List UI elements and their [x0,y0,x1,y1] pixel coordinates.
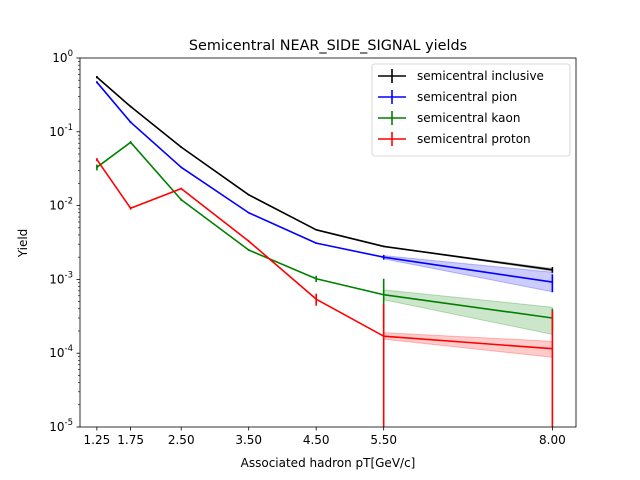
point-series-2-2 [180,198,183,201]
point-series-1-4 [315,242,317,244]
point-series-2-3 [247,249,250,251]
point-series-0-0 [96,76,98,78]
y-axis-label: Yield [16,229,30,259]
point-series-3-0 [96,158,98,161]
point-series-1-6 [551,281,554,283]
point-series-0-6 [551,268,554,271]
chart-title: Semicentral NEAR_SIDE_SIGNAL yields [189,38,467,54]
point-series-1-2 [180,166,183,169]
point-series-0-5 [382,245,385,248]
legend: semicentral inclusive semicentral pion sem… [371,63,571,157]
y-tick-label-5: 100 [52,49,73,65]
axes-frame [79,57,577,428]
point-series-2-1 [129,141,132,144]
x-tick-label-0: 1.25 [84,433,111,447]
x-tick-label-4: 4.50 [303,433,330,447]
point-series-1-1 [129,121,132,123]
y-tick-label-3: 10-2 [49,197,73,213]
point-series-3-2 [180,187,183,190]
point-series-0-1 [129,105,132,108]
point-series-2-4 [315,277,317,280]
point-series-2-5 [382,293,385,296]
point-series-3-3 [247,240,250,242]
legend-box [371,63,571,157]
point-series-0-2 [180,146,183,148]
point-series-0-3 [247,194,250,196]
x-tick-label-2: 2.50 [168,433,195,447]
point-series-0-4 [315,228,317,231]
legend-label-0: semicentral inclusive [417,69,544,83]
point-series-3-1 [129,207,132,210]
y-tick-label-4: 10-1 [49,123,73,139]
x-axis-label: Associated hadron pT[GeV/c] [241,456,416,470]
y-tick-label-1: 10-4 [49,344,73,360]
legend-label-1: semicentral pion [417,90,517,104]
y-tick-label-2: 10-3 [49,270,73,286]
axes: 1.25 1.75 2.50 3.50 4.50 5.50 8.00 10-5 10-4 10-3… [49,49,577,447]
legend-label-3: semicentral proton [417,132,531,146]
y-tick-label-0: 10-5 [49,418,73,434]
point-series-1-5 [382,256,385,258]
point-series-3-5 [382,335,385,337]
plot-area [96,76,554,427]
point-series-1-0 [96,81,98,83]
point-series-3-4 [315,298,317,300]
x-tick-label-1: 1.75 [117,433,144,447]
x-tick-label-5: 5.50 [370,433,397,447]
x-tick-label-3: 3.50 [235,433,262,447]
legend-label-2: semicentral kaon [417,111,520,125]
point-series-3-6 [551,347,554,350]
point-series-2-0 [96,166,98,169]
point-series-1-3 [247,211,250,214]
x-tick-label-6: 8.00 [539,433,566,447]
